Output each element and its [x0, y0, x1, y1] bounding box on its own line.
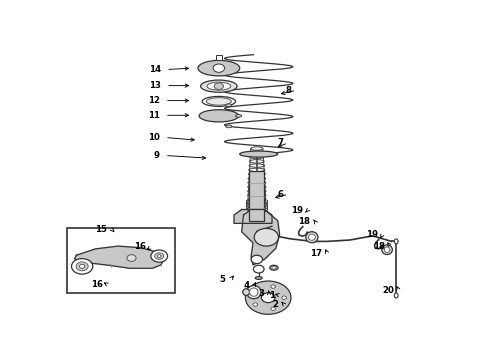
Circle shape — [155, 253, 164, 260]
Circle shape — [157, 255, 161, 257]
Text: 6: 6 — [277, 190, 283, 199]
Ellipse shape — [248, 199, 266, 202]
Ellipse shape — [226, 104, 232, 107]
Circle shape — [271, 307, 275, 310]
Circle shape — [254, 228, 278, 246]
Ellipse shape — [248, 210, 266, 212]
Text: 8: 8 — [285, 86, 292, 95]
Text: 16: 16 — [91, 280, 103, 289]
Ellipse shape — [271, 266, 276, 269]
Ellipse shape — [247, 207, 267, 210]
Text: 1: 1 — [269, 291, 275, 300]
Text: 5: 5 — [220, 275, 226, 284]
Ellipse shape — [246, 204, 268, 207]
Ellipse shape — [382, 245, 392, 255]
Ellipse shape — [206, 98, 231, 105]
Text: 10: 10 — [148, 133, 160, 142]
Polygon shape — [242, 210, 280, 265]
Circle shape — [76, 262, 88, 271]
Ellipse shape — [207, 82, 231, 90]
Ellipse shape — [243, 289, 249, 296]
Text: 18: 18 — [298, 217, 310, 226]
FancyBboxPatch shape — [67, 228, 175, 293]
Text: 3: 3 — [258, 289, 264, 298]
Text: 13: 13 — [149, 81, 161, 90]
Text: 19: 19 — [291, 206, 303, 215]
Text: 18: 18 — [373, 242, 385, 251]
Text: 19: 19 — [366, 230, 378, 239]
Ellipse shape — [394, 293, 398, 298]
Polygon shape — [234, 210, 272, 223]
Circle shape — [251, 255, 263, 264]
Ellipse shape — [200, 80, 237, 92]
Circle shape — [253, 289, 258, 292]
Circle shape — [79, 264, 85, 268]
Text: 7: 7 — [277, 139, 283, 148]
Ellipse shape — [240, 151, 278, 157]
Text: 16: 16 — [134, 242, 147, 251]
Ellipse shape — [309, 234, 315, 240]
Ellipse shape — [246, 285, 261, 299]
Text: 11: 11 — [148, 111, 160, 120]
Ellipse shape — [226, 125, 232, 128]
Circle shape — [127, 255, 136, 261]
Bar — [249, 171, 265, 221]
Circle shape — [253, 265, 264, 273]
Text: 20: 20 — [382, 286, 394, 295]
Text: 14: 14 — [149, 65, 161, 74]
Ellipse shape — [236, 114, 242, 117]
Ellipse shape — [384, 247, 390, 252]
Circle shape — [151, 250, 168, 262]
Text: 9: 9 — [154, 151, 160, 160]
Text: 2: 2 — [273, 300, 279, 309]
Bar — [216, 55, 222, 60]
Ellipse shape — [306, 232, 318, 243]
Polygon shape — [74, 246, 165, 268]
Ellipse shape — [247, 202, 267, 204]
Ellipse shape — [255, 276, 262, 279]
Circle shape — [213, 64, 224, 72]
Text: 17: 17 — [310, 249, 322, 258]
Circle shape — [245, 281, 291, 314]
Circle shape — [271, 285, 275, 288]
Circle shape — [253, 303, 258, 306]
Text: 15: 15 — [95, 225, 107, 234]
Ellipse shape — [202, 96, 236, 107]
Ellipse shape — [394, 239, 398, 244]
Circle shape — [214, 83, 223, 90]
Circle shape — [261, 293, 275, 303]
Text: 12: 12 — [148, 96, 160, 105]
Ellipse shape — [249, 288, 258, 296]
Circle shape — [282, 296, 287, 299]
Ellipse shape — [270, 265, 278, 270]
Ellipse shape — [198, 60, 240, 76]
Text: 4: 4 — [243, 281, 249, 290]
Circle shape — [72, 258, 93, 274]
Ellipse shape — [199, 110, 239, 122]
